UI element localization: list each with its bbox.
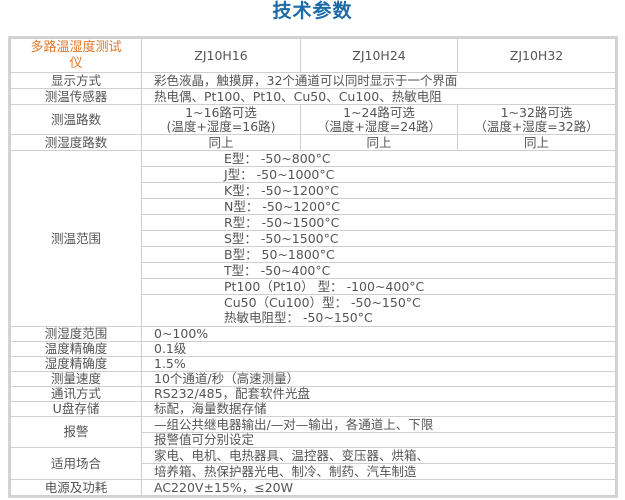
row-value: 1~16路可选 (温度+湿度=16路)	[141, 104, 301, 135]
range-line: B型： 50~1800°C	[141, 246, 616, 263]
row-label: 电源及功耗	[10, 479, 142, 496]
row-value: 1~32路可选 （温度+湿度=32路）	[457, 104, 616, 135]
row-value: 0.1级	[141, 341, 616, 357]
value-line: 家电、电机、电热器具、温控器、变压器、烘箱、	[141, 447, 616, 464]
range-line: T型： -50~400°C	[141, 262, 616, 279]
table-row: 测湿度路数 同上 同上 同上	[10, 134, 616, 151]
range-line: N型： -50~1200°C	[141, 198, 616, 215]
table-row: 适用场合 家电、电机、电热器具、温控器、变压器、烘箱、	[10, 447, 616, 480]
model-header: ZJ10H32	[457, 38, 616, 73]
row-label: U盘存储	[10, 401, 142, 417]
row-value: 热电偶、Pt100、Pt10、Cu50、Cu100、热敏电阻	[141, 88, 616, 105]
table-row: 通讯方式 RS232/485，配套软件光盘	[10, 386, 616, 402]
row-label: 测湿度范围	[10, 326, 142, 342]
row-value: 1~24路可选 （温度+湿度=24路）	[300, 104, 458, 135]
value-line: —组公共继电器输出/—对—输出，各通道上、下限	[141, 416, 616, 433]
row-label: 通讯方式	[10, 386, 142, 402]
spec-table: 多路温湿度测试仪 ZJ10H16 ZJ10H24 ZJ10H32 显示方式 彩色…	[8, 36, 618, 498]
table-row: 显示方式 彩色液晶，触摸屏，32个通道可以同时显示于一个界面	[10, 72, 616, 89]
row-label: 适用场合	[10, 447, 142, 480]
row-value: 10个通道/秒（高速测量）	[141, 371, 616, 387]
range-line: Cu50（Cu100）型： -50~150°C	[141, 294, 616, 311]
table-row: 测温范围 E型： -50~800°C	[10, 150, 616, 327]
row-value: 0~100%	[141, 326, 616, 342]
table-row: 报警 —组公共继电器输出/—对—输出，各通道上、下限	[10, 416, 616, 448]
row-label: 温度精确度	[10, 341, 142, 357]
page-title: 技术参数	[272, 0, 353, 22]
row-label: 湿度精确度	[10, 356, 142, 372]
row-label: 显示方式	[10, 72, 142, 89]
table-row: U盘存储 标配，海量数据存储	[10, 401, 616, 417]
row-label: 报警	[10, 416, 142, 448]
model-header: ZJ10H16	[141, 38, 301, 73]
table-row: 测温传感器 热电偶、Pt100、Pt10、Cu50、Cu100、热敏电阻	[10, 88, 616, 105]
range-line: R型： -50~1500°C	[141, 214, 616, 231]
table-row: 测温路数 1~16路可选 (温度+湿度=16路) 1~24路可选 （温度+湿度=24…	[10, 104, 616, 135]
value-line: （温度+湿度=24路）	[316, 118, 442, 134]
product-name: 多路温湿度测试仪	[10, 38, 142, 73]
row-label: 测量速度	[10, 371, 142, 387]
row-value: 标配，海量数据存储	[141, 401, 616, 417]
row-value: RS232/485，配套软件光盘	[141, 386, 616, 402]
row-value: AC220V±15%，≤20W	[141, 479, 616, 496]
value-line: 1~24路可选	[343, 104, 415, 120]
row-value: 1.5%	[141, 356, 616, 372]
range-line: S型： -50~1500°C	[141, 230, 616, 247]
range-line: Pt100（Pt10） 型： -100~400°C	[141, 278, 616, 295]
value-line: （温度+湿度=32路）	[474, 118, 599, 134]
table-row: 测量速度 10个通道/秒（高速测量）	[10, 371, 616, 387]
value-line: 报警值可分别设定	[141, 432, 616, 448]
row-label: 测温传感器	[10, 88, 142, 105]
value-line: 1~16路可选	[185, 104, 257, 120]
value-line: 培养箱、热保护器光电、制冷、制药、汽车制造	[141, 463, 616, 480]
table-row: 温度精确度 0.1级	[10, 341, 616, 357]
row-value: 同上	[300, 134, 458, 151]
table-row: 电源及功耗 AC220V±15%，≤20W	[10, 479, 616, 496]
range-line: 热敏电阻型： -50~150°C	[141, 310, 616, 327]
row-label: 测湿度路数	[10, 134, 142, 151]
row-label: 测温路数	[10, 104, 142, 135]
value-line: 1~32路可选	[500, 104, 573, 120]
range-line: J型： -50~1000°C	[141, 166, 616, 183]
row-value: 同上	[457, 134, 616, 151]
table-row: 湿度精确度 1.5%	[10, 356, 616, 372]
row-value: 彩色液晶，触摸屏，32个通道可以同时显示于一个界面	[141, 72, 616, 89]
value-line: (温度+湿度=16路)	[166, 118, 276, 134]
row-label: 测温范围	[10, 150, 142, 327]
range-line: E型： -50~800°C	[141, 150, 616, 167]
table-row: 测湿度范围 0~100%	[10, 326, 616, 342]
header-row: 多路温湿度测试仪 ZJ10H16 ZJ10H24 ZJ10H32	[10, 38, 616, 73]
range-line: K型： -50~1200°C	[141, 182, 616, 199]
model-header: ZJ10H24	[300, 38, 458, 73]
row-value: 同上	[141, 134, 301, 151]
